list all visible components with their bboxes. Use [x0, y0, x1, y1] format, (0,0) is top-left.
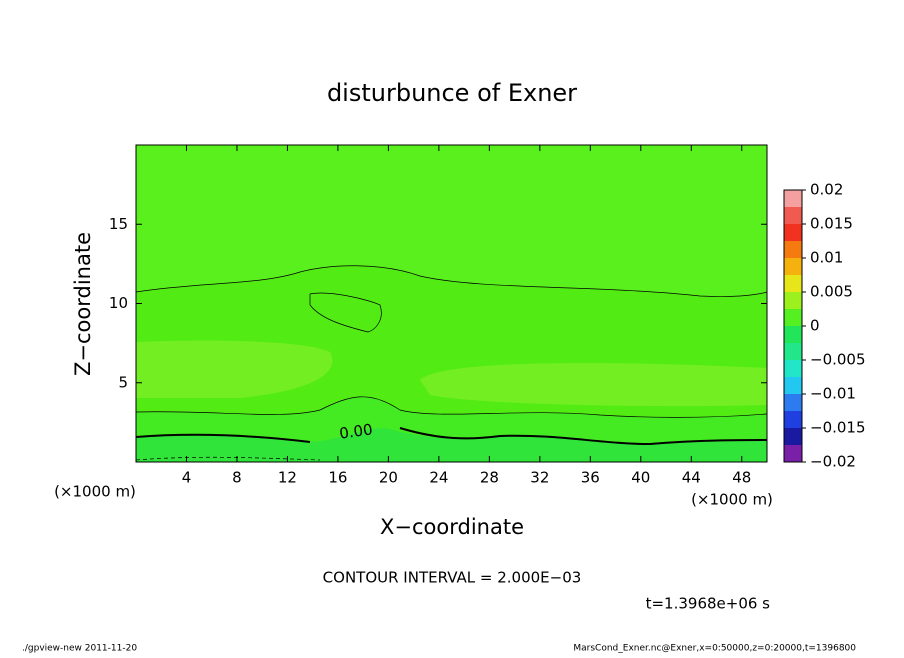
field-band — [136, 428, 767, 462]
x-tick-label: 4 — [182, 469, 192, 487]
colorbar-band — [784, 326, 802, 343]
x-tick-label: 8 — [232, 469, 242, 487]
colorbar-tick-label: 0.01 — [810, 249, 843, 267]
colorbar-tick-label: −0.015 — [810, 419, 866, 437]
x-axis-label: X−coordinate — [380, 515, 524, 539]
colorbar-tick-label: 0.015 — [810, 215, 853, 233]
colorbar-tick-label: −0.005 — [810, 351, 866, 369]
x-tick-label: 24 — [429, 469, 448, 487]
colorbar-tick-label: −0.01 — [810, 385, 856, 403]
x-tick-label: 20 — [379, 469, 398, 487]
x-tick-label: 36 — [581, 469, 600, 487]
y-tick-label: 10 — [109, 294, 128, 312]
colorbar-band — [784, 411, 802, 428]
colorbar-band — [784, 377, 802, 394]
x-unit: (×1000 m) — [54, 483, 136, 501]
contour-line — [135, 427, 768, 446]
colorbar-band — [784, 445, 802, 462]
colorbar-band — [784, 360, 802, 377]
x-tick-label: 28 — [480, 469, 499, 487]
y-tick-label: 15 — [109, 215, 128, 233]
contour-line — [135, 456, 321, 461]
x-unit: (×1000 m) — [691, 491, 773, 509]
colorbar-band — [784, 292, 802, 309]
colorbar-tick-label: 0.005 — [810, 283, 853, 301]
time-label: t=1.3968e+06 s — [646, 595, 771, 613]
colorbar-tick-label: 0 — [810, 317, 820, 335]
colorbar-band — [784, 224, 802, 241]
footer-right: MarsCond_Exner.nc@Exner,x=0:50000,z=0:20… — [573, 644, 856, 654]
chart-title: disturbunce of Exner — [327, 79, 577, 107]
colorbar-band — [784, 241, 802, 258]
colorbar-tick-label: 0.02 — [810, 181, 843, 199]
y-tick-label: 5 — [118, 373, 128, 391]
colorbar-band — [784, 258, 802, 275]
y-axis-label: Z−coordinate — [71, 232, 95, 376]
colorbar-band — [784, 394, 802, 411]
x-tick-label: 16 — [328, 469, 347, 487]
colorbar-band — [784, 275, 802, 292]
footer-left: ./gpview-new 2011-11-20 — [22, 644, 137, 654]
colorbar-band — [784, 309, 802, 326]
contour-label: 0.00 — [338, 420, 374, 442]
contour-interval: CONTOUR INTERVAL = 2.000E−03 — [323, 569, 582, 587]
colorbar-band — [784, 207, 802, 224]
x-tick-label: 44 — [682, 469, 701, 487]
colorbar-band — [784, 428, 802, 445]
contour-line — [135, 265, 768, 297]
field-band — [136, 340, 767, 407]
colorbar-tick-label: −0.02 — [810, 453, 856, 471]
x-tick-label: 48 — [732, 469, 751, 487]
colorbar-band — [784, 190, 802, 207]
contour-line — [309, 292, 382, 333]
contour-line — [135, 396, 768, 418]
contour-field: 0.00 — [135, 145, 768, 462]
x-tick-label: 32 — [530, 469, 549, 487]
colorbar-band — [784, 343, 802, 360]
x-tick-label: 12 — [278, 469, 297, 487]
x-tick-label: 40 — [631, 469, 650, 487]
field-band — [136, 265, 767, 462]
